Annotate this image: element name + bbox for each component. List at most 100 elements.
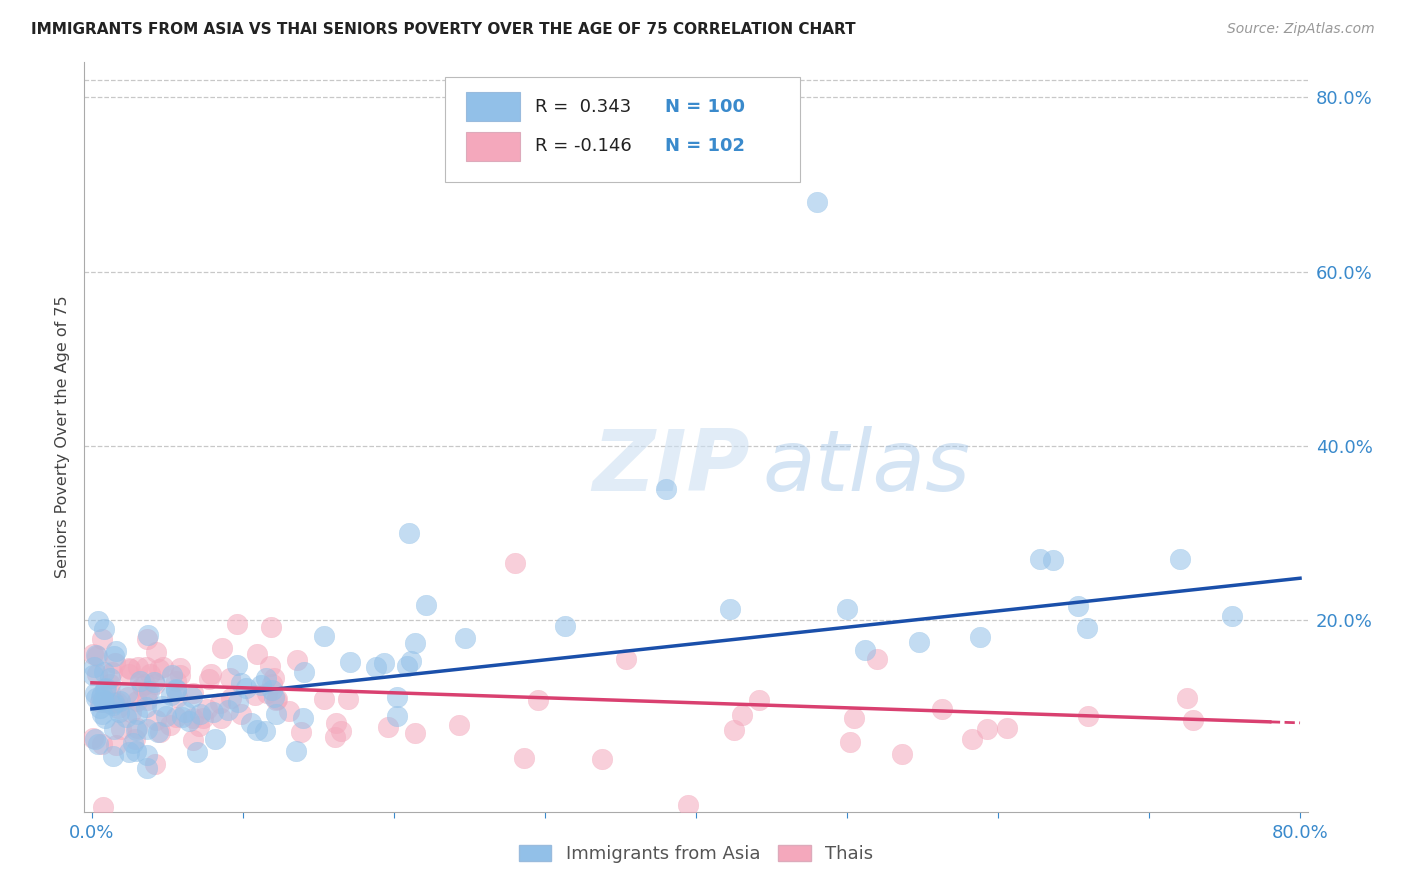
Point xyxy=(125,706,148,721)
Point xyxy=(135,632,157,646)
Point xyxy=(152,659,174,673)
Point xyxy=(723,723,745,738)
Point xyxy=(1175,690,1198,705)
Point xyxy=(254,723,277,738)
Point xyxy=(128,674,150,689)
Point xyxy=(91,687,114,701)
Point xyxy=(323,730,346,744)
Point xyxy=(250,678,273,692)
Point xyxy=(503,557,526,571)
Point xyxy=(246,723,269,738)
Point xyxy=(231,675,253,690)
Point xyxy=(94,682,117,697)
Point xyxy=(105,696,128,710)
Point xyxy=(385,690,408,704)
Point xyxy=(263,671,285,685)
Point xyxy=(254,671,277,685)
Text: IMMIGRANTS FROM ASIA VS THAI SENIORS POVERTY OVER THE AGE OF 75 CORRELATION CHAR: IMMIGRANTS FROM ASIA VS THAI SENIORS POV… xyxy=(31,22,856,37)
Point xyxy=(591,752,613,766)
Point xyxy=(162,668,184,682)
Point xyxy=(138,628,160,642)
Text: N = 100: N = 100 xyxy=(665,97,745,116)
Point xyxy=(160,688,183,702)
Point xyxy=(155,709,177,723)
Point xyxy=(169,661,191,675)
Point xyxy=(125,744,148,758)
Point xyxy=(907,634,929,648)
Point xyxy=(449,718,471,732)
Point xyxy=(124,723,146,738)
Point xyxy=(454,632,477,646)
Point xyxy=(256,685,278,699)
Point xyxy=(131,679,153,693)
FancyBboxPatch shape xyxy=(465,93,520,121)
Point xyxy=(1067,599,1090,614)
Point xyxy=(188,706,211,721)
Point xyxy=(398,525,420,540)
Point xyxy=(127,721,149,735)
Point xyxy=(135,699,157,714)
Point xyxy=(260,620,283,634)
Point xyxy=(166,690,188,705)
Point xyxy=(264,707,287,722)
Point xyxy=(104,657,127,671)
Point xyxy=(101,698,124,712)
Point xyxy=(89,700,111,714)
Point xyxy=(120,706,142,720)
Point xyxy=(169,668,191,682)
Point xyxy=(110,723,132,737)
Point xyxy=(98,677,121,691)
Point xyxy=(312,691,335,706)
Point xyxy=(143,675,166,690)
Point xyxy=(94,711,117,725)
Point xyxy=(399,655,422,669)
Point xyxy=(91,706,114,721)
Point xyxy=(148,662,170,676)
Point xyxy=(138,683,160,698)
Point xyxy=(218,671,240,685)
Point xyxy=(83,660,105,674)
Point xyxy=(731,707,754,722)
Point xyxy=(181,686,204,700)
Point xyxy=(117,690,139,705)
Point xyxy=(191,711,214,725)
Point xyxy=(1168,552,1191,566)
Point xyxy=(260,676,283,690)
Point xyxy=(136,761,159,775)
Point xyxy=(1042,553,1064,567)
Point xyxy=(239,716,262,731)
Point xyxy=(225,657,247,672)
Point xyxy=(101,748,124,763)
Point xyxy=(101,665,124,679)
Point xyxy=(107,701,129,715)
Point xyxy=(554,619,576,633)
Point xyxy=(718,602,741,616)
Point xyxy=(839,735,862,749)
Text: R = -0.146: R = -0.146 xyxy=(534,137,631,155)
Point xyxy=(139,667,162,681)
Point xyxy=(377,720,399,734)
Point xyxy=(173,705,195,719)
Point xyxy=(1076,621,1098,635)
Point xyxy=(165,681,187,696)
Point xyxy=(98,671,121,685)
Point xyxy=(209,710,232,724)
Point xyxy=(197,672,219,686)
Point xyxy=(125,694,148,708)
Point xyxy=(806,194,828,209)
Y-axis label: Seniors Poverty Over the Age of 75: Seniors Poverty Over the Age of 75 xyxy=(55,296,70,578)
Point xyxy=(165,710,187,724)
Point xyxy=(266,692,288,706)
Point xyxy=(866,652,889,666)
Point xyxy=(243,688,266,702)
Point xyxy=(83,731,105,746)
Point xyxy=(104,643,127,657)
Point xyxy=(285,653,308,667)
Point xyxy=(995,721,1018,735)
Point xyxy=(969,630,991,644)
Text: ZIP: ZIP xyxy=(592,425,749,508)
Point xyxy=(292,665,315,680)
Point xyxy=(395,658,418,673)
Point xyxy=(82,731,104,745)
Point xyxy=(277,704,299,718)
